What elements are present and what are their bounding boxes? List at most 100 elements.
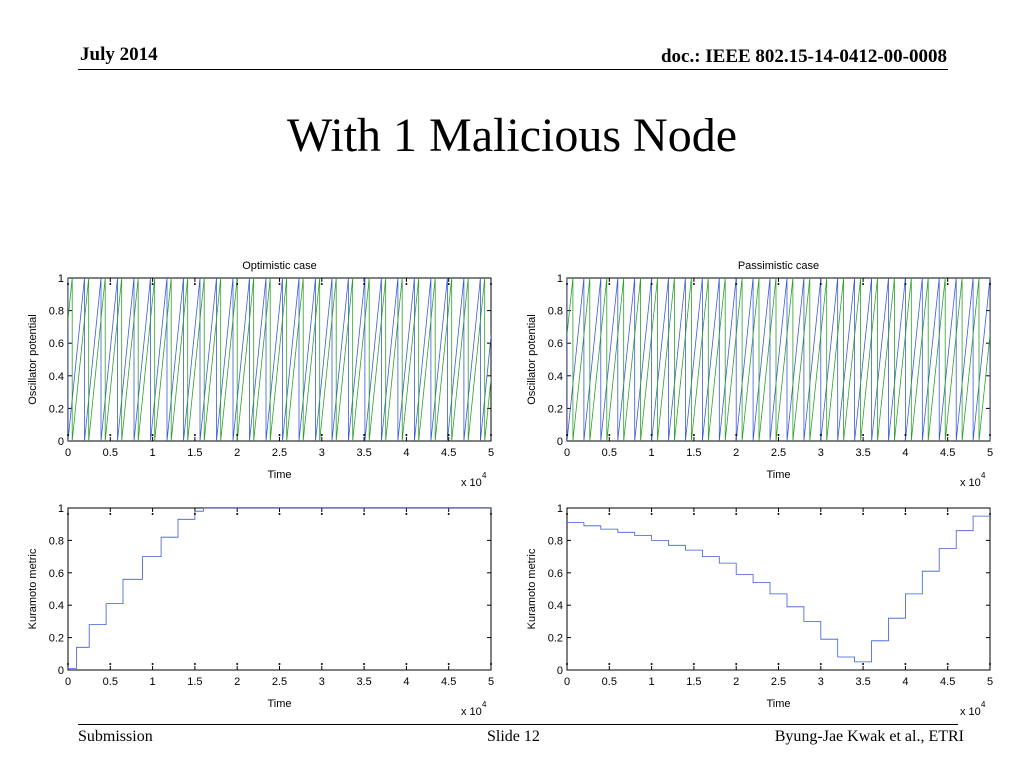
plot-frame bbox=[67, 507, 492, 671]
y-tick-label: 0.6 bbox=[548, 338, 563, 350]
bottom-marker bbox=[904, 434, 907, 436]
y-tick-label: 0.8 bbox=[49, 306, 64, 318]
x-tick-label: 4 bbox=[902, 447, 908, 459]
top-marker bbox=[946, 513, 949, 515]
top-marker bbox=[278, 283, 281, 285]
x-axis-label: Time bbox=[766, 469, 790, 481]
top-marker bbox=[363, 513, 366, 515]
x-tick-label: 0 bbox=[564, 676, 570, 688]
top-marker bbox=[989, 283, 991, 285]
bottom-marker bbox=[650, 663, 653, 665]
bottom-marker bbox=[363, 434, 366, 436]
x-tick-label: 0 bbox=[65, 447, 71, 459]
x-tick-label: 4 bbox=[403, 676, 409, 688]
x-tick-label: 3.5 bbox=[855, 447, 870, 459]
x-tick-label: 5 bbox=[488, 447, 494, 459]
x-tick-label: 0 bbox=[564, 447, 570, 459]
y-tick-label: 0.8 bbox=[548, 306, 563, 318]
top-marker bbox=[862, 513, 865, 515]
x-multiplier-exponent: 4 bbox=[981, 471, 986, 480]
top-marker bbox=[151, 513, 154, 515]
top-marker bbox=[819, 283, 822, 285]
x-tick-label: 2.5 bbox=[771, 676, 786, 688]
bottom-marker bbox=[193, 434, 196, 436]
x-tick-label: 3 bbox=[319, 676, 325, 688]
top-marker bbox=[447, 513, 450, 515]
y-axis-label: Kuramoto metric bbox=[526, 548, 538, 629]
x-multiplier-label: x 10 bbox=[461, 706, 482, 718]
bottom-marker bbox=[862, 434, 865, 436]
bottom-marker bbox=[67, 663, 69, 665]
bottom-marker bbox=[151, 434, 154, 436]
series-line-1 bbox=[567, 509, 990, 663]
x-multiplier-label: x 10 bbox=[960, 706, 981, 718]
y-axis-label: Oscillator potential bbox=[526, 314, 538, 405]
x-multiplier-exponent: 4 bbox=[482, 700, 487, 709]
bottom-marker bbox=[405, 434, 408, 436]
bottom-marker bbox=[447, 663, 450, 665]
top-marker bbox=[946, 283, 949, 285]
y-tick-label: 1 bbox=[557, 273, 563, 285]
top-marker bbox=[236, 513, 239, 515]
bottom-marker bbox=[862, 663, 865, 665]
top-marker bbox=[363, 283, 366, 285]
bottom-marker bbox=[405, 663, 408, 665]
top-marker bbox=[650, 283, 653, 285]
y-tick-label: 1 bbox=[58, 503, 64, 515]
y-tick-label: 0.6 bbox=[548, 568, 563, 580]
x-tick-label: 1.5 bbox=[686, 447, 701, 459]
y-tick-label: 0.2 bbox=[548, 633, 563, 645]
bottom-marker bbox=[989, 663, 991, 665]
bottom-marker bbox=[67, 434, 69, 436]
x-tick-label: 4.5 bbox=[441, 447, 456, 459]
series-line-1 bbox=[68, 278, 491, 441]
top-marker bbox=[447, 283, 450, 285]
top-marker bbox=[904, 513, 907, 515]
chart-2: 0 0.5 1 1.5 2 2.5 3 3.5 4 4.5 5 0 0.2 0.4 0.6 0.8 1 Passi… bbox=[526, 260, 993, 489]
top-marker bbox=[490, 513, 492, 515]
bottom-marker bbox=[363, 663, 366, 665]
x-tick-label: 4 bbox=[403, 447, 409, 459]
x-multiplier-label: x 10 bbox=[461, 477, 482, 489]
bottom-marker bbox=[650, 434, 653, 436]
series-line-1 bbox=[68, 508, 491, 669]
x-axis-label: Time bbox=[267, 469, 291, 481]
x-tick-label: 2 bbox=[234, 447, 240, 459]
bottom-marker bbox=[735, 663, 738, 665]
header-date: July 2014 bbox=[80, 44, 158, 65]
top-marker bbox=[608, 513, 611, 515]
bottom-marker bbox=[608, 663, 611, 665]
bottom-marker bbox=[278, 663, 281, 665]
y-tick-label: 0 bbox=[557, 436, 563, 448]
x-tick-label: 2.5 bbox=[272, 447, 287, 459]
y-tick-label: 0.8 bbox=[548, 535, 563, 547]
y-tick-label: 0 bbox=[58, 665, 64, 677]
bottom-marker bbox=[819, 434, 822, 436]
x-tick-label: 3.5 bbox=[356, 447, 371, 459]
chart-3: 0 0.5 1 1.5 2 2.5 3 3.5 4 4.5 5 0 0.2 0.4 0.6 0.8 1 Time K… bbox=[27, 503, 494, 718]
x-tick-label: 2 bbox=[733, 447, 739, 459]
top-marker bbox=[566, 283, 568, 285]
bottom-marker bbox=[278, 434, 281, 436]
y-tick-label: 0.4 bbox=[548, 600, 563, 612]
bottom-marker bbox=[989, 434, 991, 436]
x-tick-label: 3 bbox=[818, 447, 824, 459]
x-tick-label: 2 bbox=[234, 676, 240, 688]
top-marker bbox=[405, 283, 408, 285]
bottom-marker bbox=[819, 663, 822, 665]
top-marker bbox=[278, 513, 281, 515]
x-tick-label: 5 bbox=[987, 676, 993, 688]
x-tick-label: 0.5 bbox=[602, 447, 617, 459]
y-tick-label: 0.8 bbox=[49, 535, 64, 547]
bottom-marker bbox=[692, 663, 695, 665]
x-tick-label: 0.5 bbox=[103, 676, 118, 688]
top-marker bbox=[650, 513, 653, 515]
top-marker bbox=[193, 283, 196, 285]
chart-title: Optimistic case bbox=[242, 260, 317, 272]
y-tick-label: 0.2 bbox=[49, 403, 64, 415]
bottom-marker bbox=[447, 434, 450, 436]
top-marker bbox=[777, 283, 780, 285]
bottom-marker bbox=[735, 434, 738, 436]
x-tick-label: 4 bbox=[902, 676, 908, 688]
